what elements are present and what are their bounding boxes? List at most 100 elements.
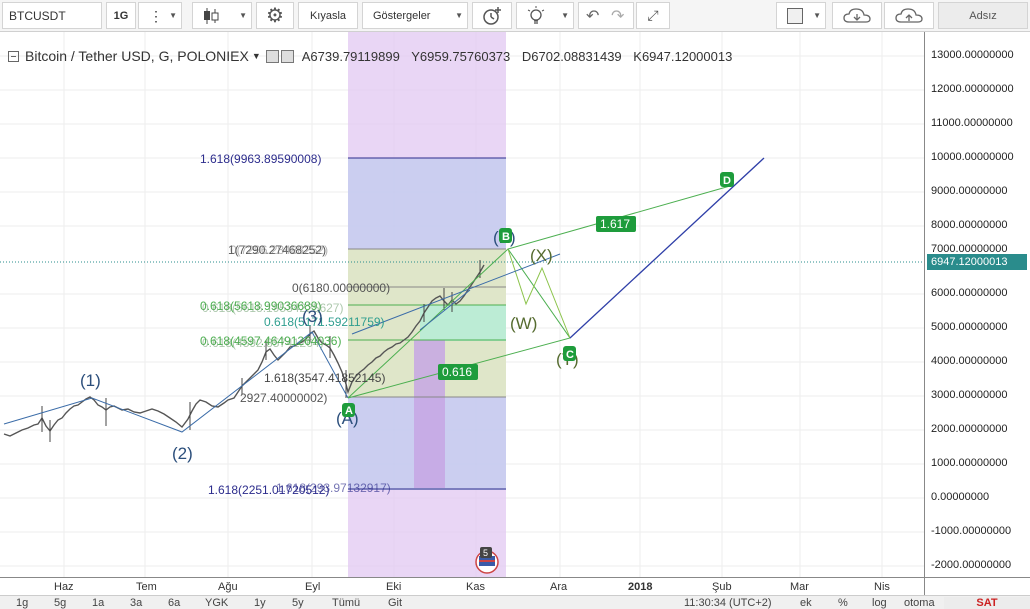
- time-tick: Ağu: [218, 581, 238, 593]
- price-tick: 9000.00000000: [931, 185, 1008, 197]
- fib-zone-purple-bar[interactable]: [414, 340, 445, 488]
- interval-menu-button[interactable]: ⋮ ▼: [138, 2, 182, 29]
- undo-redo-group: ↶ ↷: [578, 2, 634, 29]
- fib-teal-label: 0.618(5171.59211759): [264, 315, 385, 329]
- fib-level-lines[interactable]: [348, 157, 506, 490]
- time-tick: Eyl: [305, 581, 321, 593]
- compare-label: Kıyasla: [309, 9, 347, 22]
- channel-line[interactable]: [351, 253, 561, 335]
- range-1y[interactable]: 1y: [254, 597, 266, 609]
- chart-legend: Bitcoin / Tether USD, G, POLONIEX ▼ A673…: [8, 46, 740, 66]
- fib-zone-mint[interactable]: [420, 305, 506, 341]
- teal-trend-line[interactable]: [419, 289, 471, 331]
- interval-button[interactable]: 1G: [106, 2, 136, 29]
- price-tick: 10000.00000000: [931, 151, 1014, 163]
- chart-canvas[interactable]: 1.618(9963.89590008) 1(7290.27468252) 0(…: [0, 32, 924, 577]
- candlestick-icon: [204, 7, 219, 24]
- price-tick: -1000.00000000: [931, 525, 1012, 537]
- candle-wicks: [41, 260, 481, 442]
- price-tick: 13000.00000000: [931, 49, 1014, 61]
- wave-w-label: (W): [510, 314, 537, 333]
- time-tick: Nis: [874, 581, 890, 593]
- range-1m[interactable]: 1a: [92, 597, 105, 609]
- event-count: 5: [483, 548, 488, 558]
- price-tick: 6000.00000000: [931, 287, 1008, 299]
- extended-hours-toggle[interactable]: ek: [800, 597, 812, 609]
- axis-corner: [924, 577, 1030, 595]
- goto-date-button[interactable]: Git: [388, 597, 403, 609]
- auto-scale-toggle[interactable]: otoma: [904, 597, 935, 609]
- ohlc-low: D6702.08831439: [521, 48, 622, 64]
- chevron-down-icon: ▼: [169, 11, 177, 20]
- range-6m[interactable]: 6a: [168, 597, 181, 609]
- price-tick: -2000.00000000: [931, 559, 1012, 571]
- top-toolbar: BTCUSDT 1G ⋮ ▼ ▼ ⚙ Kıyasla Göstergeler ▼: [0, 0, 1030, 32]
- range-5d[interactable]: 5g: [54, 597, 67, 609]
- wave-a-marker: A: [345, 405, 353, 417]
- time-tick: Şub: [712, 581, 732, 593]
- sell-button[interactable]: SAT: [944, 597, 1030, 609]
- wave-d-marker: D: [723, 175, 731, 187]
- clock-text[interactable]: 11:30:34 (UTC+2): [684, 597, 772, 609]
- undo-icon[interactable]: ↶: [586, 7, 600, 25]
- chart-pane[interactable]: 1.618(9963.89590008) 1(7290.27468252) 0(…: [0, 32, 924, 577]
- chart-type-button[interactable]: ▼: [192, 2, 252, 29]
- price-tick: 7000.00000000: [931, 243, 1008, 255]
- time-tick: Haz: [54, 581, 74, 593]
- alert-icon: [483, 6, 501, 25]
- price-tick: 2000.00000000: [931, 423, 1008, 435]
- wave-wxy-lines[interactable]: [507, 248, 571, 339]
- ideas-button[interactable]: ▼: [516, 2, 574, 29]
- fib-green1b-label: 0.618(5618.19534225627): [202, 301, 343, 315]
- fib-level-labels: 1.618(9963.89590008) 1(7290.27468252) 0(…: [200, 152, 391, 497]
- symbol-search-input[interactable]: BTCUSDT: [2, 2, 102, 29]
- symbol-text: BTCUSDT: [9, 8, 66, 23]
- event-badge[interactable]: 5: [475, 547, 499, 574]
- load-layout-button[interactable]: [832, 2, 882, 29]
- wave-lines-historic[interactable]: [3, 331, 349, 433]
- range-all[interactable]: Tümü: [332, 597, 361, 609]
- layout-name-button[interactable]: Adsız: [938, 2, 1028, 29]
- ohlc-values: A6739.79119899 Y6959.75760373 D6702.0883…: [302, 49, 741, 64]
- fullscreen-button[interactable]: ⤢: [636, 2, 670, 29]
- wave-markers[interactable]: A B C D 1.617 0.616: [342, 172, 734, 417]
- price-tick: 1000.00000000: [931, 457, 1008, 469]
- settings-button[interactable]: ⚙: [256, 2, 294, 29]
- eye-toggle-icon[interactable]: [265, 49, 279, 63]
- settings-small-icon[interactable]: [280, 49, 294, 63]
- range-5y[interactable]: 5y: [292, 597, 304, 609]
- legend-title[interactable]: Bitcoin / Tether USD, G, POLONIEX: [25, 48, 249, 64]
- wave-2-label: (2): [172, 444, 193, 463]
- price-tick: 3000.00000000: [931, 389, 1008, 401]
- range-1d[interactable]: 1g: [16, 597, 29, 609]
- time-axis[interactable]: Haz Tem Ağu Eyl Eki Kas Ara 2018 Şub Mar…: [0, 577, 924, 595]
- fib-bottom-label: 1.618(2251.01720512): [208, 483, 329, 497]
- redo-icon[interactable]: ↷: [611, 7, 625, 25]
- range-3m[interactable]: 3a: [130, 597, 143, 609]
- price-axis[interactable]: 13000.00000000 12000.00000000 11000.0000…: [924, 32, 1030, 577]
- more-vert-icon: ⋮: [149, 7, 163, 24]
- cloud-download-icon: [843, 7, 871, 23]
- chevron-down-icon[interactable]: ▼: [251, 51, 261, 61]
- percent-scale-toggle[interactable]: %: [838, 597, 848, 609]
- lightbulb-icon: [527, 5, 545, 24]
- layout-select-button[interactable]: ▼: [776, 2, 826, 29]
- alert-button[interactable]: [472, 2, 512, 29]
- compare-button[interactable]: Kıyasla: [298, 2, 358, 29]
- wave-c-marker: C: [566, 349, 574, 361]
- log-scale-toggle[interactable]: log: [872, 597, 887, 609]
- ratio-0616-badge: 0.616: [442, 365, 472, 379]
- projection-line[interactable]: [569, 157, 765, 339]
- save-layout-button[interactable]: [884, 2, 934, 29]
- chevron-down-icon: ▼: [239, 11, 247, 20]
- time-tick-year: 2018: [628, 581, 653, 593]
- wave-1-label: (1): [80, 371, 101, 390]
- collapse-legend-icon[interactable]: [8, 50, 19, 62]
- fib-bottom2-label: 1.618(293.97132917): [276, 481, 391, 495]
- ohlc-high: Y6959.75760373: [411, 48, 511, 64]
- fib-green1-label: 0.618(5618.99036689): [200, 299, 321, 313]
- gear-icon: ⚙: [266, 5, 284, 27]
- range-ytd[interactable]: YGK: [205, 597, 229, 609]
- price-tick: 4000.00000000: [931, 355, 1008, 367]
- indicators-button[interactable]: Göstergeler ▼: [362, 2, 468, 29]
